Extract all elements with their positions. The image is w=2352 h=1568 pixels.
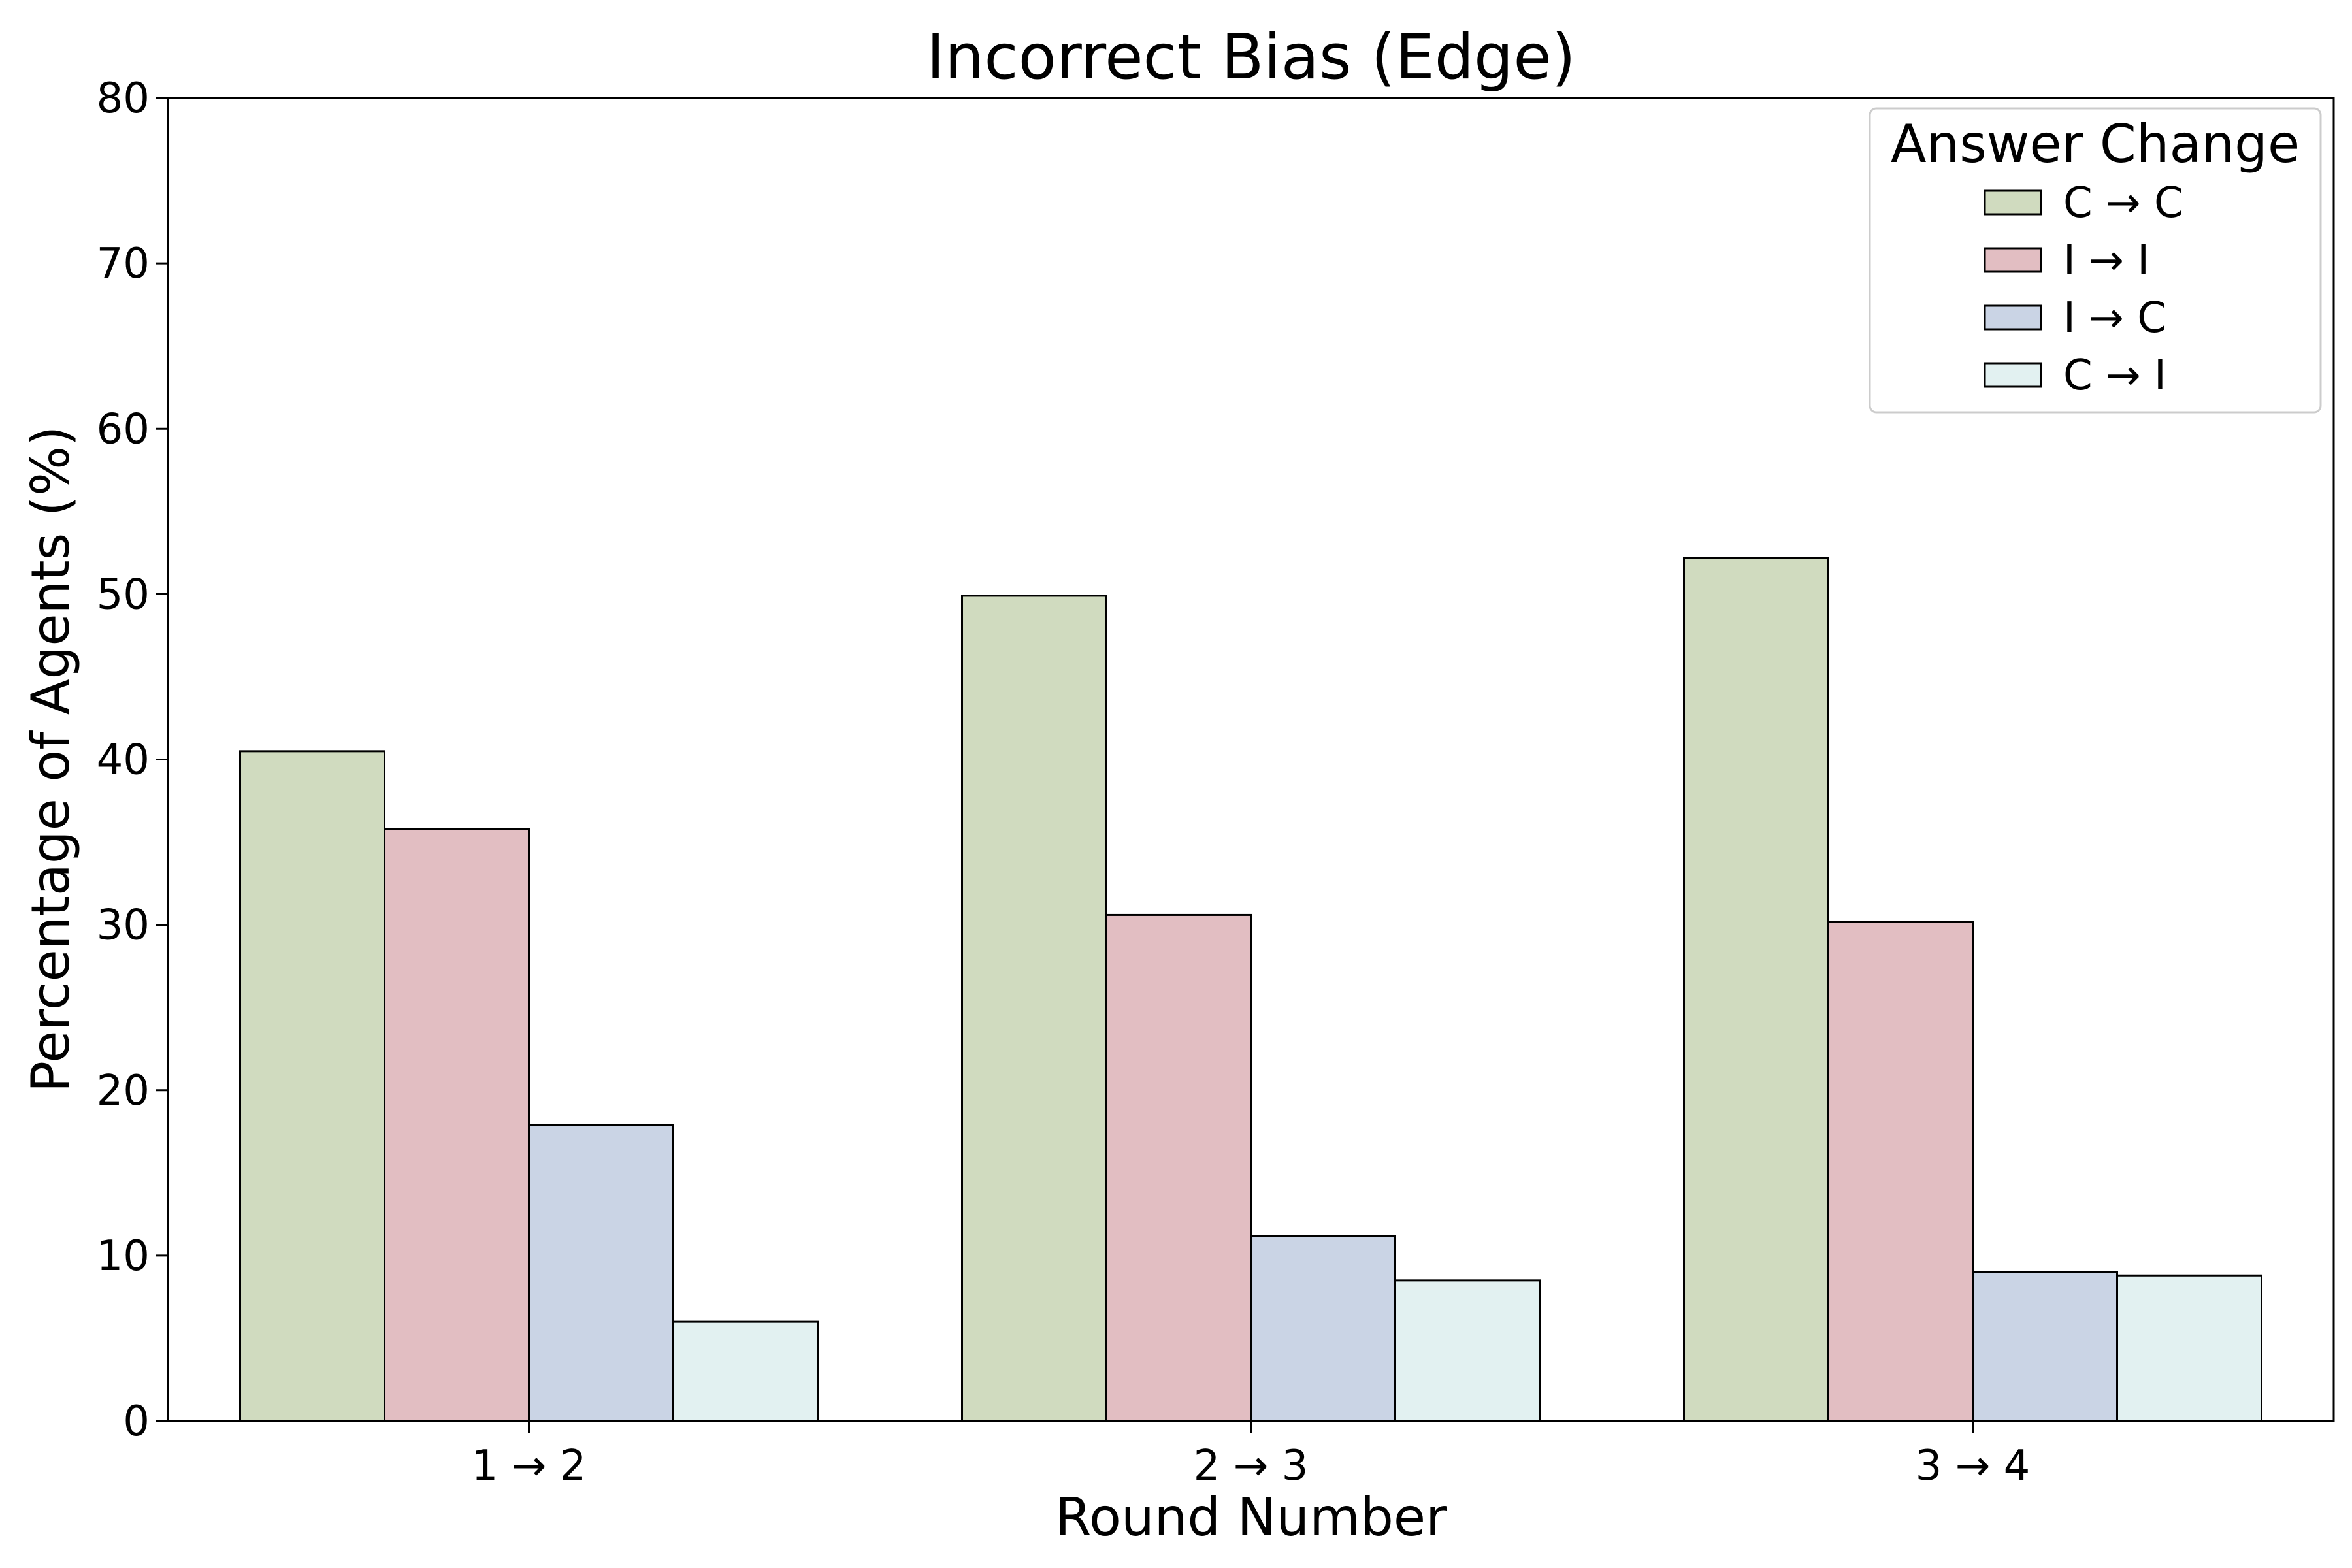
y-tick-label: 20 [97, 1067, 150, 1115]
legend-label: I → I [2063, 237, 2149, 285]
y-tick-label: 0 [123, 1397, 150, 1446]
chart-title: Incorrect Bias (Edge) [926, 22, 1576, 93]
legend-swatch [1984, 362, 2042, 388]
y-tick-label: 80 [97, 74, 150, 123]
bar [1250, 1235, 1396, 1422]
x-tick-label: 1 → 2 [472, 1442, 587, 1490]
bar [239, 750, 385, 1422]
legend-label: C → I [2063, 351, 2166, 400]
legend: Answer Change C → C I → I I → C C → I [1869, 107, 2322, 414]
legend-items: C → C I → I I → C C → I [1984, 179, 2183, 400]
y-axis: 0 10 20 30 40 50 60 70 80 [97, 74, 168, 1446]
bar [1827, 921, 1974, 1422]
x-tick-label: 3 → 4 [1916, 1442, 2031, 1490]
bar [672, 1320, 819, 1422]
y-axis-label: Percentage of Agents (%) [20, 426, 81, 1092]
y-tick-label: 10 [97, 1232, 150, 1281]
bar [961, 595, 1107, 1422]
y-tick-label: 40 [97, 736, 150, 785]
legend-label: C → C [2063, 179, 2183, 227]
bar [2116, 1274, 2262, 1422]
bar [1394, 1279, 1541, 1422]
x-axis-label: Round Number [1055, 1487, 1447, 1548]
bar [528, 1124, 674, 1422]
legend-box [1869, 107, 2322, 414]
y-tick-label: 50 [97, 570, 150, 619]
x-axis: 1 → 2 2 → 3 3 → 4 [472, 1421, 2031, 1490]
bar [1683, 557, 1829, 1422]
legend-swatch [1984, 189, 2042, 216]
legend-label: I → C [2063, 294, 2166, 342]
legend-swatch [1984, 247, 2042, 273]
y-tick-label: 60 [97, 405, 150, 453]
bars-layer [239, 557, 2262, 1422]
y-tick-label: 70 [97, 240, 150, 288]
bar [1105, 913, 1252, 1422]
y-tick-label: 30 [97, 902, 150, 950]
legend-title: Answer Change [1891, 114, 2300, 174]
bar [384, 828, 530, 1422]
x-tick-label: 2 → 3 [1194, 1442, 1309, 1490]
legend-swatch [1984, 304, 2042, 331]
bar [1972, 1271, 2118, 1422]
